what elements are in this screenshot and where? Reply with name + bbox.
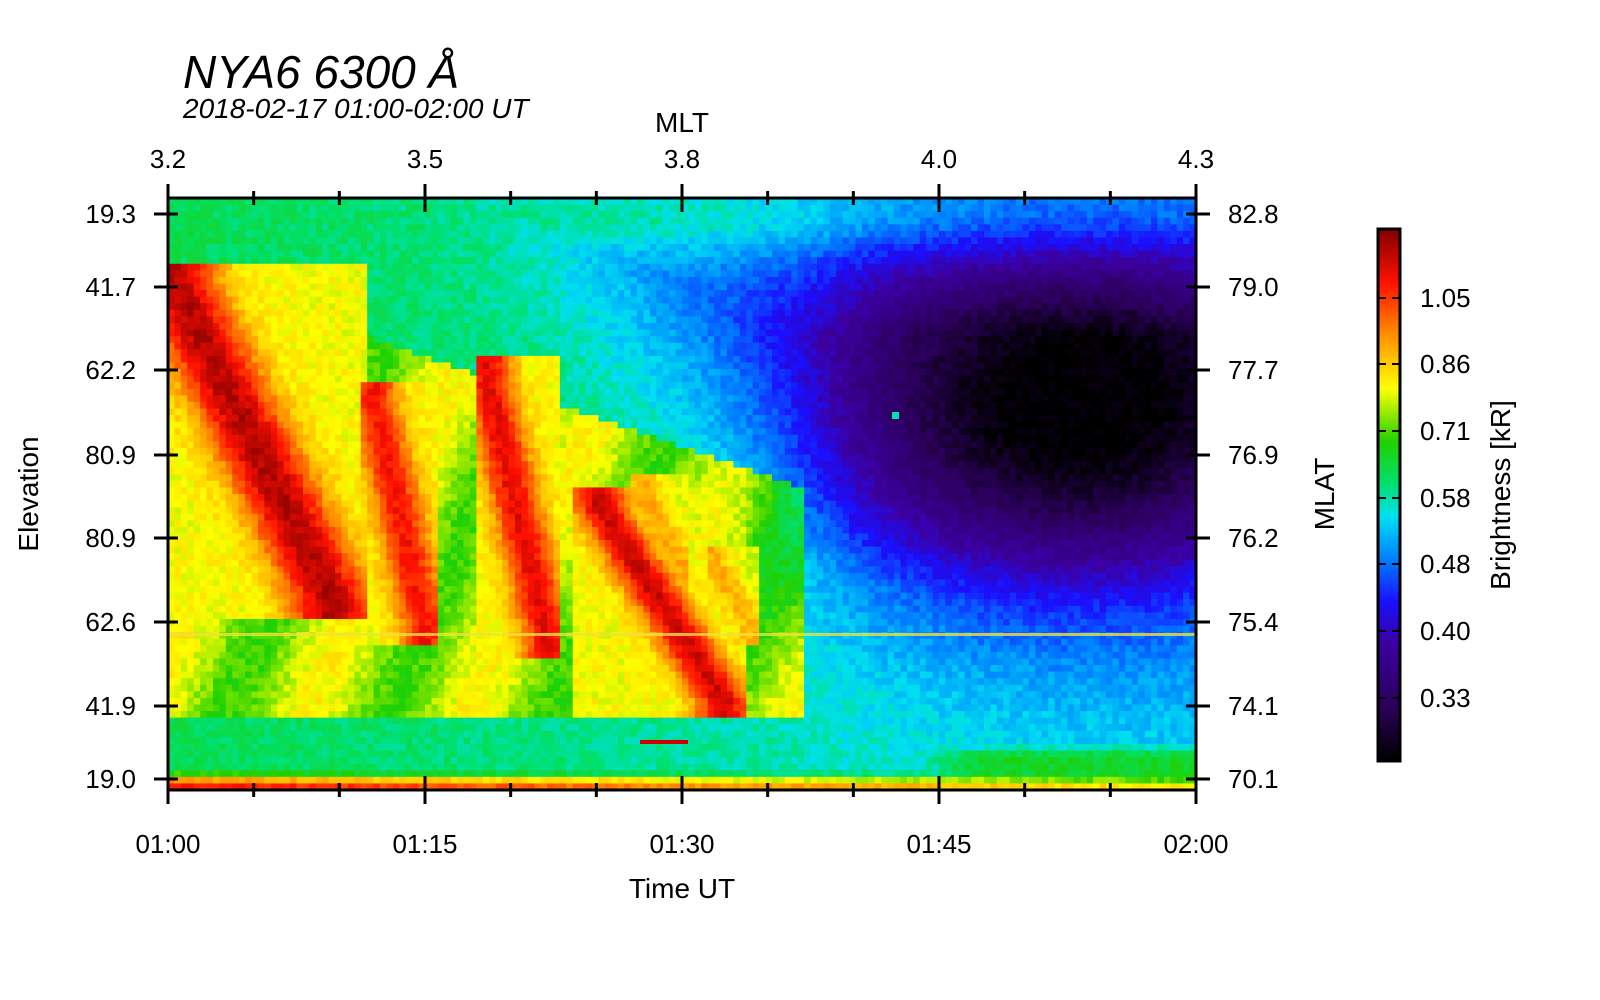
colorbar-tick-label: 0.40 <box>1420 616 1471 646</box>
y-right-tick-label: 74.1 <box>1228 691 1279 721</box>
axis-ticks <box>154 184 1210 804</box>
y-right-tick-label: 77.7 <box>1228 355 1279 385</box>
x-top-tick-label: 4.3 <box>1178 144 1214 174</box>
chart-subtitle: 2018-02-17 01:00-02:00 UT <box>182 93 530 124</box>
y-left-tick-label: 41.7 <box>85 272 136 302</box>
y-left-tick-label: 80.9 <box>85 523 136 553</box>
x-top-axis-title: MLT <box>655 107 709 138</box>
x-bottom-tick-label: 01:00 <box>135 829 200 859</box>
colorbar-tick-label: 0.86 <box>1420 349 1471 379</box>
x-bottom-tick-label: 01:45 <box>906 829 971 859</box>
x-top-tick-label: 4.0 <box>921 144 957 174</box>
x-top-tick-label: 3.8 <box>664 144 700 174</box>
x-top-tick-label: 3.2 <box>150 144 186 174</box>
colorbar <box>1376 227 1402 763</box>
y-right-tick-label: 76.9 <box>1228 440 1279 470</box>
colorbar-title: Brightness [kR] <box>1485 400 1516 590</box>
artifact-dot <box>892 412 899 419</box>
heatmap-image <box>168 198 1196 790</box>
y-left-tick-label: 62.2 <box>85 355 136 385</box>
y-left-tick-label: 19.0 <box>85 764 136 794</box>
x-bottom-tick-label: 01:15 <box>392 829 457 859</box>
y-left-tick-label: 41.9 <box>85 691 136 721</box>
y-left-axis-title: Elevation <box>13 436 44 551</box>
y-left-tick-label: 62.6 <box>85 607 136 637</box>
colorbar-tick-label: 0.71 <box>1420 416 1471 446</box>
x-bottom-tick-label: 02:00 <box>1163 829 1228 859</box>
y-left-tick-label: 80.9 <box>85 440 136 470</box>
colorbar-tick-label: 0.48 <box>1420 549 1471 579</box>
y-right-tick-label: 75.4 <box>1228 607 1279 637</box>
x-bottom-axis-title: Time UT <box>629 873 735 904</box>
y-right-tick-label: 76.2 <box>1228 523 1279 553</box>
y-left-tick-label: 19.3 <box>85 199 136 229</box>
chart-title: NYA6 6300 Å <box>183 46 459 98</box>
colorbar-tick-label: 1.05 <box>1420 283 1471 313</box>
artifact-mark <box>640 740 688 744</box>
y-right-tick-label: 79.0 <box>1228 272 1279 302</box>
y-right-tick-label: 82.8 <box>1228 199 1279 229</box>
colorbar-tick-label: 0.58 <box>1420 483 1471 513</box>
y-right-axis-title: MLAT <box>1309 458 1340 531</box>
artifact-line <box>168 633 1196 636</box>
x-bottom-tick-label: 01:30 <box>649 829 714 859</box>
y-right-tick-label: 70.1 <box>1228 764 1279 794</box>
colorbar-tick-label: 0.33 <box>1420 683 1471 713</box>
x-top-tick-label: 3.5 <box>407 144 443 174</box>
